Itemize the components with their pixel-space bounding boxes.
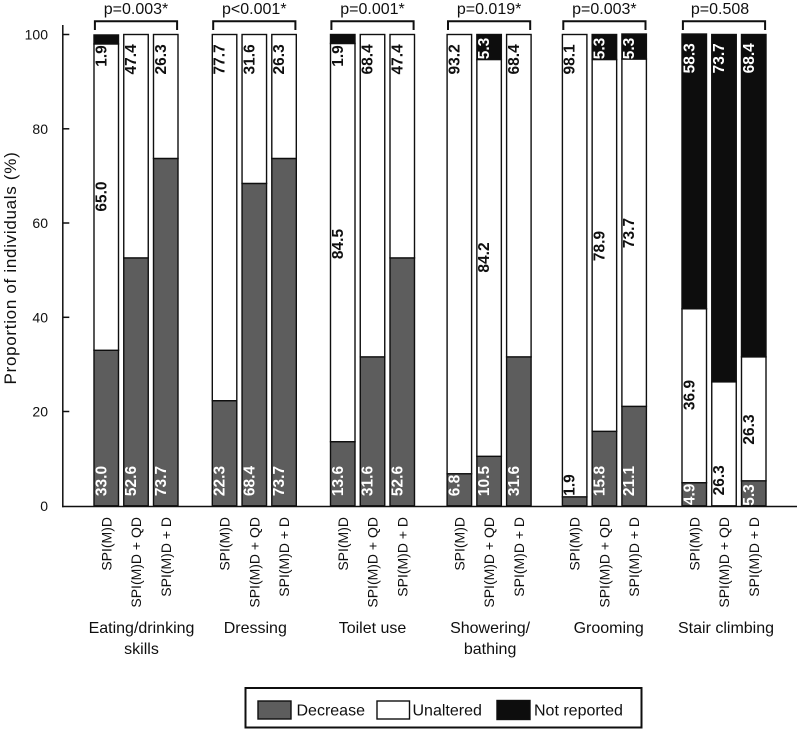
svg-text:21.1: 21.1 [621,466,638,497]
svg-text:73.7: 73.7 [271,466,288,496]
svg-text:15.8: 15.8 [591,466,608,497]
svg-text:68.4: 68.4 [241,466,258,497]
svg-text:Unaltered: Unaltered [413,703,482,720]
svg-text:68.4: 68.4 [506,44,523,75]
svg-text:SPI(M)D + D: SPI(M)D + D [746,517,762,597]
svg-text:84.2: 84.2 [476,242,493,272]
svg-text:SPI(M)D + QD: SPI(M)D + QD [246,517,262,608]
svg-text:p=0.001*: p=0.001* [340,1,405,18]
svg-text:36.9: 36.9 [681,380,698,411]
svg-text:26.3: 26.3 [741,414,758,445]
svg-text:SPI(M)D: SPI(M)D [217,517,233,571]
svg-text:1.9: 1.9 [330,45,347,67]
svg-text:p=0.003*: p=0.003* [572,1,637,18]
svg-text:26.3: 26.3 [271,44,288,75]
svg-text:100: 100 [25,27,49,43]
svg-text:73.7: 73.7 [621,218,638,248]
svg-text:5.3: 5.3 [741,484,758,506]
svg-text:Showering/: Showering/ [450,620,531,637]
svg-text:52.6: 52.6 [123,466,140,497]
svg-text:SPI(M)D + QD: SPI(M)D + QD [365,517,381,608]
svg-text:SPI(M)D + QD: SPI(M)D + QD [128,517,144,608]
svg-text:SPI(M)D: SPI(M)D [451,517,467,571]
svg-text:p=0.019*: p=0.019* [457,1,522,18]
svg-text:4.9: 4.9 [681,483,698,505]
svg-text:Not reported: Not reported [534,703,623,720]
svg-text:47.4: 47.4 [389,44,406,75]
svg-text:31.6: 31.6 [241,44,258,75]
svg-text:SPI(M)D + QD: SPI(M)D + QD [716,517,732,608]
svg-text:5.3: 5.3 [621,37,638,59]
svg-text:31.6: 31.6 [506,466,523,497]
svg-text:skills: skills [124,641,159,658]
svg-text:SPI(M)D + QD: SPI(M)D + QD [596,517,612,608]
svg-text:SPI(M)D + D: SPI(M)D + D [276,517,292,597]
svg-text:80: 80 [32,121,48,137]
svg-text:68.4: 68.4 [360,44,377,75]
svg-text:6.8: 6.8 [446,474,463,496]
svg-text:77.7: 77.7 [212,44,229,74]
svg-text:SPI(M)D + D: SPI(M)D + D [158,517,174,597]
svg-text:1.9: 1.9 [562,474,579,496]
svg-text:93.2: 93.2 [446,44,463,74]
svg-text:SPI(M)D: SPI(M)D [567,517,583,571]
svg-text:22.3: 22.3 [212,466,229,497]
svg-text:SPI(M)D + QD: SPI(M)D + QD [481,517,497,608]
svg-text:5.3: 5.3 [591,37,608,59]
svg-text:SPI(M)D + D: SPI(M)D + D [394,517,410,597]
svg-text:58.3: 58.3 [681,43,698,74]
svg-text:10.5: 10.5 [476,466,493,497]
svg-text:SPI(M)D + D: SPI(M)D + D [511,517,527,597]
svg-text:47.4: 47.4 [123,44,140,75]
svg-text:60: 60 [32,215,48,231]
svg-text:SPI(M)D + D: SPI(M)D + D [626,517,642,597]
svg-text:bathing: bathing [464,641,517,658]
svg-text:p<0.001*: p<0.001* [222,1,287,18]
svg-text:31.6: 31.6 [360,466,377,497]
svg-text:73.7: 73.7 [153,466,170,496]
svg-text:5.3: 5.3 [476,37,493,59]
svg-text:Toilet use: Toilet use [339,620,407,637]
svg-text:20: 20 [32,404,48,420]
svg-text:p=0.003*: p=0.003* [104,1,169,18]
svg-text:26.3: 26.3 [711,465,728,496]
svg-text:68.4: 68.4 [741,43,758,74]
svg-text:52.6: 52.6 [389,466,406,497]
svg-text:0: 0 [40,498,48,514]
svg-text:Proportion of individuals (%): Proportion of individuals (%) [1,152,20,385]
svg-text:98.1: 98.1 [562,44,579,75]
svg-text:33.0: 33.0 [93,466,110,496]
svg-text:Eating/drinking: Eating/drinking [89,620,195,637]
svg-text:84.5: 84.5 [330,229,347,260]
svg-text:40: 40 [32,309,48,325]
svg-text:SPI(M)D: SPI(M)D [686,517,702,571]
svg-text:Grooming: Grooming [574,620,644,637]
svg-text:Stair climbing: Stair climbing [678,620,774,637]
svg-text:1.9: 1.9 [93,45,110,67]
svg-text:65.0: 65.0 [93,182,110,212]
svg-text:Decrease: Decrease [297,703,366,720]
svg-text:p=0.508: p=0.508 [691,1,749,18]
svg-text:SPI(M)D: SPI(M)D [98,517,114,571]
svg-text:78.9: 78.9 [591,231,608,262]
svg-text:SPI(M)D: SPI(M)D [335,517,351,571]
svg-text:Dressing: Dressing [224,620,287,637]
svg-text:13.6: 13.6 [330,466,347,497]
svg-text:26.3: 26.3 [153,44,170,75]
svg-text:73.7: 73.7 [711,43,728,73]
